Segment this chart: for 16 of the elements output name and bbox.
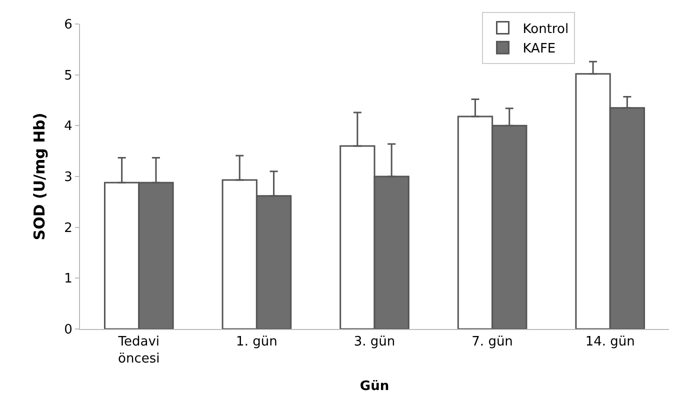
y-tick-label: 3 (64, 170, 72, 186)
legend-label: KAFE (522, 42, 556, 57)
x-tick-label: 7. gün (472, 334, 513, 350)
x-tick-label: Tedavi öncesi (117, 334, 160, 366)
x-tick-label: 3. gün (354, 334, 396, 350)
x-tick-label: 14. gün (585, 334, 635, 350)
x-tick-label: 1. gün (236, 334, 278, 350)
y-tick-label: 1 (64, 272, 72, 287)
y-tick-label: 2 (64, 220, 72, 236)
y-tick-label: 4 (64, 119, 72, 134)
y-tick-label: 0 (64, 322, 72, 338)
y-tick-label: 5 (64, 68, 72, 84)
y-axis-title: SOD (U/mg Hb) (30, 112, 48, 240)
y-tick-label: 6 (64, 18, 72, 33)
legend-label: Kontrol (522, 22, 569, 37)
x-axis-title: Gün (360, 379, 390, 394)
